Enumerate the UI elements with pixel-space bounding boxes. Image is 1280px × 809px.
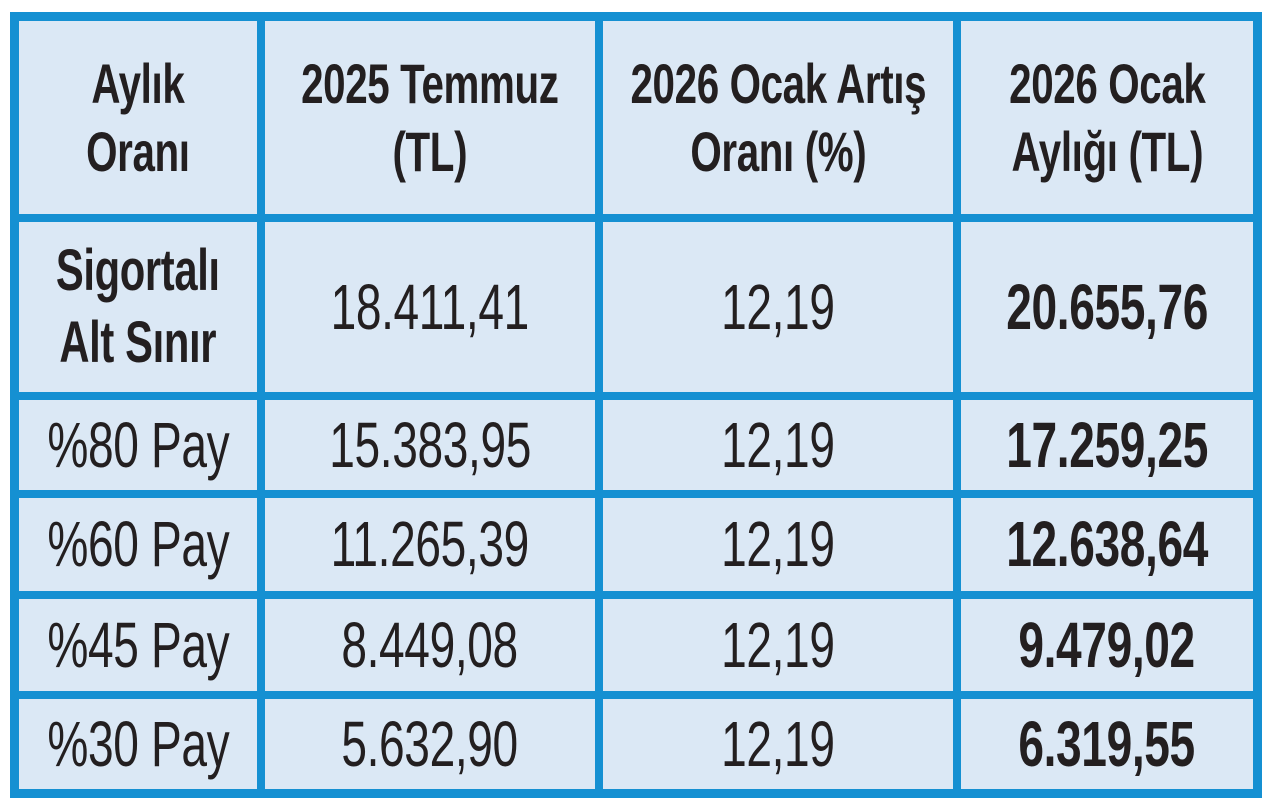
header-2025-temmuz-tl-label: 2025 Temmuz (TL) bbox=[301, 52, 559, 183]
value-text: 15.383,95 bbox=[329, 408, 531, 481]
value-text: 12,19 bbox=[721, 508, 835, 581]
value-2026-ocak-ayligi: 9.479,02 bbox=[961, 599, 1253, 691]
value-artis-orani: 12,19 bbox=[603, 599, 953, 691]
row-label-pay-60: %60 Pay bbox=[19, 498, 257, 591]
row-label-sigortali-alt-sinir: Sigortalı Alt Sınır bbox=[19, 222, 257, 392]
value-text: 12,19 bbox=[721, 408, 835, 481]
row-label-pay-45: %45 Pay bbox=[19, 599, 257, 691]
header-2026-ocak-ayligi-tl: 2026 Ocak Aylığı (TL) bbox=[961, 21, 1253, 214]
row-label: %60 Pay bbox=[47, 508, 229, 581]
value-2025-temmuz: 18.411,41 bbox=[265, 222, 595, 392]
header-2026-ocak-artis-orani: 2026 Ocak Artış Oranı (%) bbox=[603, 21, 953, 214]
value-text: 17.259,25 bbox=[1006, 408, 1208, 481]
row-label: %45 Pay bbox=[47, 608, 229, 681]
value-text: 6.319,55 bbox=[1018, 707, 1196, 780]
value-text: 18.411,41 bbox=[330, 270, 530, 343]
value-2025-temmuz: 15.383,95 bbox=[265, 400, 595, 490]
header-aylik-orani: Aylık Oranı bbox=[19, 21, 257, 214]
row-label-pay-80: %80 Pay bbox=[19, 400, 257, 490]
row-label: %80 Pay bbox=[47, 408, 229, 481]
value-text: 12.638,64 bbox=[1006, 508, 1208, 581]
header-2025-temmuz-tl: 2025 Temmuz (TL) bbox=[265, 21, 595, 214]
value-text: 12,19 bbox=[721, 270, 835, 343]
value-text: 5.632,90 bbox=[341, 707, 519, 780]
row-label: Sigortalı Alt Sınır bbox=[56, 237, 220, 376]
value-text: 11.265,39 bbox=[330, 508, 530, 581]
value-text: 12,19 bbox=[721, 608, 835, 681]
value-2025-temmuz: 5.632,90 bbox=[265, 699, 595, 789]
value-artis-orani: 12,19 bbox=[603, 498, 953, 591]
header-2026-ocak-ayligi-tl-label: 2026 Ocak Aylığı (TL) bbox=[1008, 52, 1206, 183]
pension-rate-table: Aylık Oranı 2025 Temmuz (TL) 2026 Ocak A… bbox=[10, 12, 1262, 798]
value-artis-orani: 12,19 bbox=[603, 222, 953, 392]
value-text: 12,19 bbox=[721, 707, 835, 780]
value-text: 20.655,76 bbox=[1006, 270, 1208, 343]
header-aylik-orani-label: Aylık Oranı bbox=[86, 52, 190, 183]
row-label: %30 Pay bbox=[47, 707, 229, 780]
value-artis-orani: 12,19 bbox=[603, 699, 953, 789]
value-2026-ocak-ayligi: 20.655,76 bbox=[961, 222, 1253, 392]
value-2026-ocak-ayligi: 12.638,64 bbox=[961, 498, 1253, 591]
value-2025-temmuz: 8.449,08 bbox=[265, 599, 595, 691]
row-label-pay-30: %30 Pay bbox=[19, 699, 257, 789]
value-artis-orani: 12,19 bbox=[603, 400, 953, 490]
value-text: 9.479,02 bbox=[1018, 608, 1196, 681]
value-2026-ocak-ayligi: 6.319,55 bbox=[961, 699, 1253, 789]
value-2025-temmuz: 11.265,39 bbox=[265, 498, 595, 591]
value-2026-ocak-ayligi: 17.259,25 bbox=[961, 400, 1253, 490]
value-text: 8.449,08 bbox=[341, 608, 519, 681]
header-2026-ocak-artis-orani-label: 2026 Ocak Artış Oranı (%) bbox=[630, 52, 926, 183]
